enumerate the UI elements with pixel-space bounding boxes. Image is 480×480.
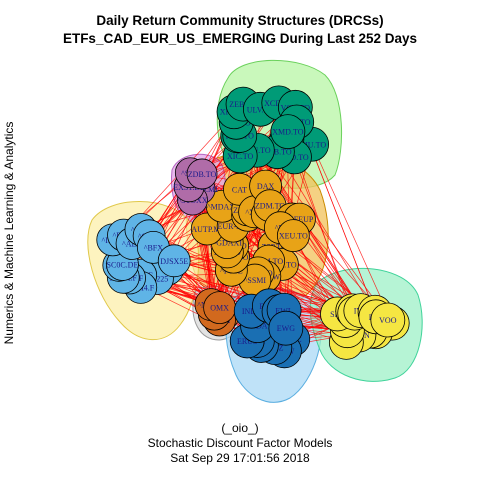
node-label: AUTP.MI	[191, 225, 223, 234]
node-label: ^AEX	[122, 239, 142, 248]
chart-title-line2: ETFs_CAD_EUR_US_EMERGING During Last 252…	[62, 31, 418, 46]
node-zdb-to: ZDB.TO	[186, 158, 218, 190]
node-label: CAT	[232, 185, 247, 194]
node-label: XSD.TO	[280, 153, 309, 162]
node-label: EUR-.DE	[218, 222, 249, 231]
node-layer: ZHU.TOXSP.TOXSD.TOZUB.TOXIU.TOXIC.TOZCN.…	[96, 85, 410, 369]
node-label: VOO	[379, 316, 397, 325]
node-xeu-to: XEU.TO	[276, 219, 310, 253]
node-label: XIU.TO	[244, 146, 271, 155]
node-label: ULV.TO	[247, 105, 274, 114]
node-label: OMX	[210, 304, 229, 313]
node-label: ^SSMI	[244, 276, 267, 285]
node-djsx5e: DJSX5E	[157, 244, 191, 278]
node-label: EWL	[275, 306, 292, 315]
node-label: XEU.TO	[279, 232, 308, 241]
y-axis-label: Numerics & Machine Learning & Analytics	[2, 121, 16, 345]
node-label: ^BFX	[144, 243, 164, 252]
node-label: DJSX5E	[160, 257, 188, 266]
node-label: ^MDAXI	[207, 202, 238, 211]
footer-line2: Stochastic Discount Factor Models	[147, 436, 333, 450]
node-label: ZUB.TO	[263, 148, 292, 157]
node-label: ZDM.TO	[255, 202, 286, 211]
node-label: XMD.TO	[272, 128, 303, 137]
node-label: EWG	[277, 324, 295, 333]
node-label: ^N225	[147, 274, 169, 283]
node-label: DAX	[257, 182, 275, 191]
node-xmd-to: XMD.TO	[270, 114, 306, 150]
footer-line3: Sat Sep 29 17:01:56 2018	[170, 451, 310, 465]
node-label: ZDB.TO	[188, 170, 217, 179]
node-label: ZHU.TO	[297, 140, 326, 149]
node-voo: VOO	[370, 302, 406, 338]
node-label: ^GDAXI	[212, 239, 242, 248]
node-label: INDF	[242, 307, 261, 316]
node-ewg: EWG	[268, 310, 304, 346]
node-omx: OMX	[203, 291, 236, 325]
node-label: ZEB.TO	[229, 100, 257, 109]
node-label: ^SFEUP	[286, 215, 314, 224]
footer-line1: (_oio_)	[221, 421, 259, 435]
node-label: SC0C.DE	[107, 261, 139, 270]
node-label: XIC.TO	[227, 152, 254, 161]
node-label: ERUS	[237, 337, 257, 346]
chart-title-line1: Daily Return Community Structures (DRCSs…	[96, 13, 384, 28]
